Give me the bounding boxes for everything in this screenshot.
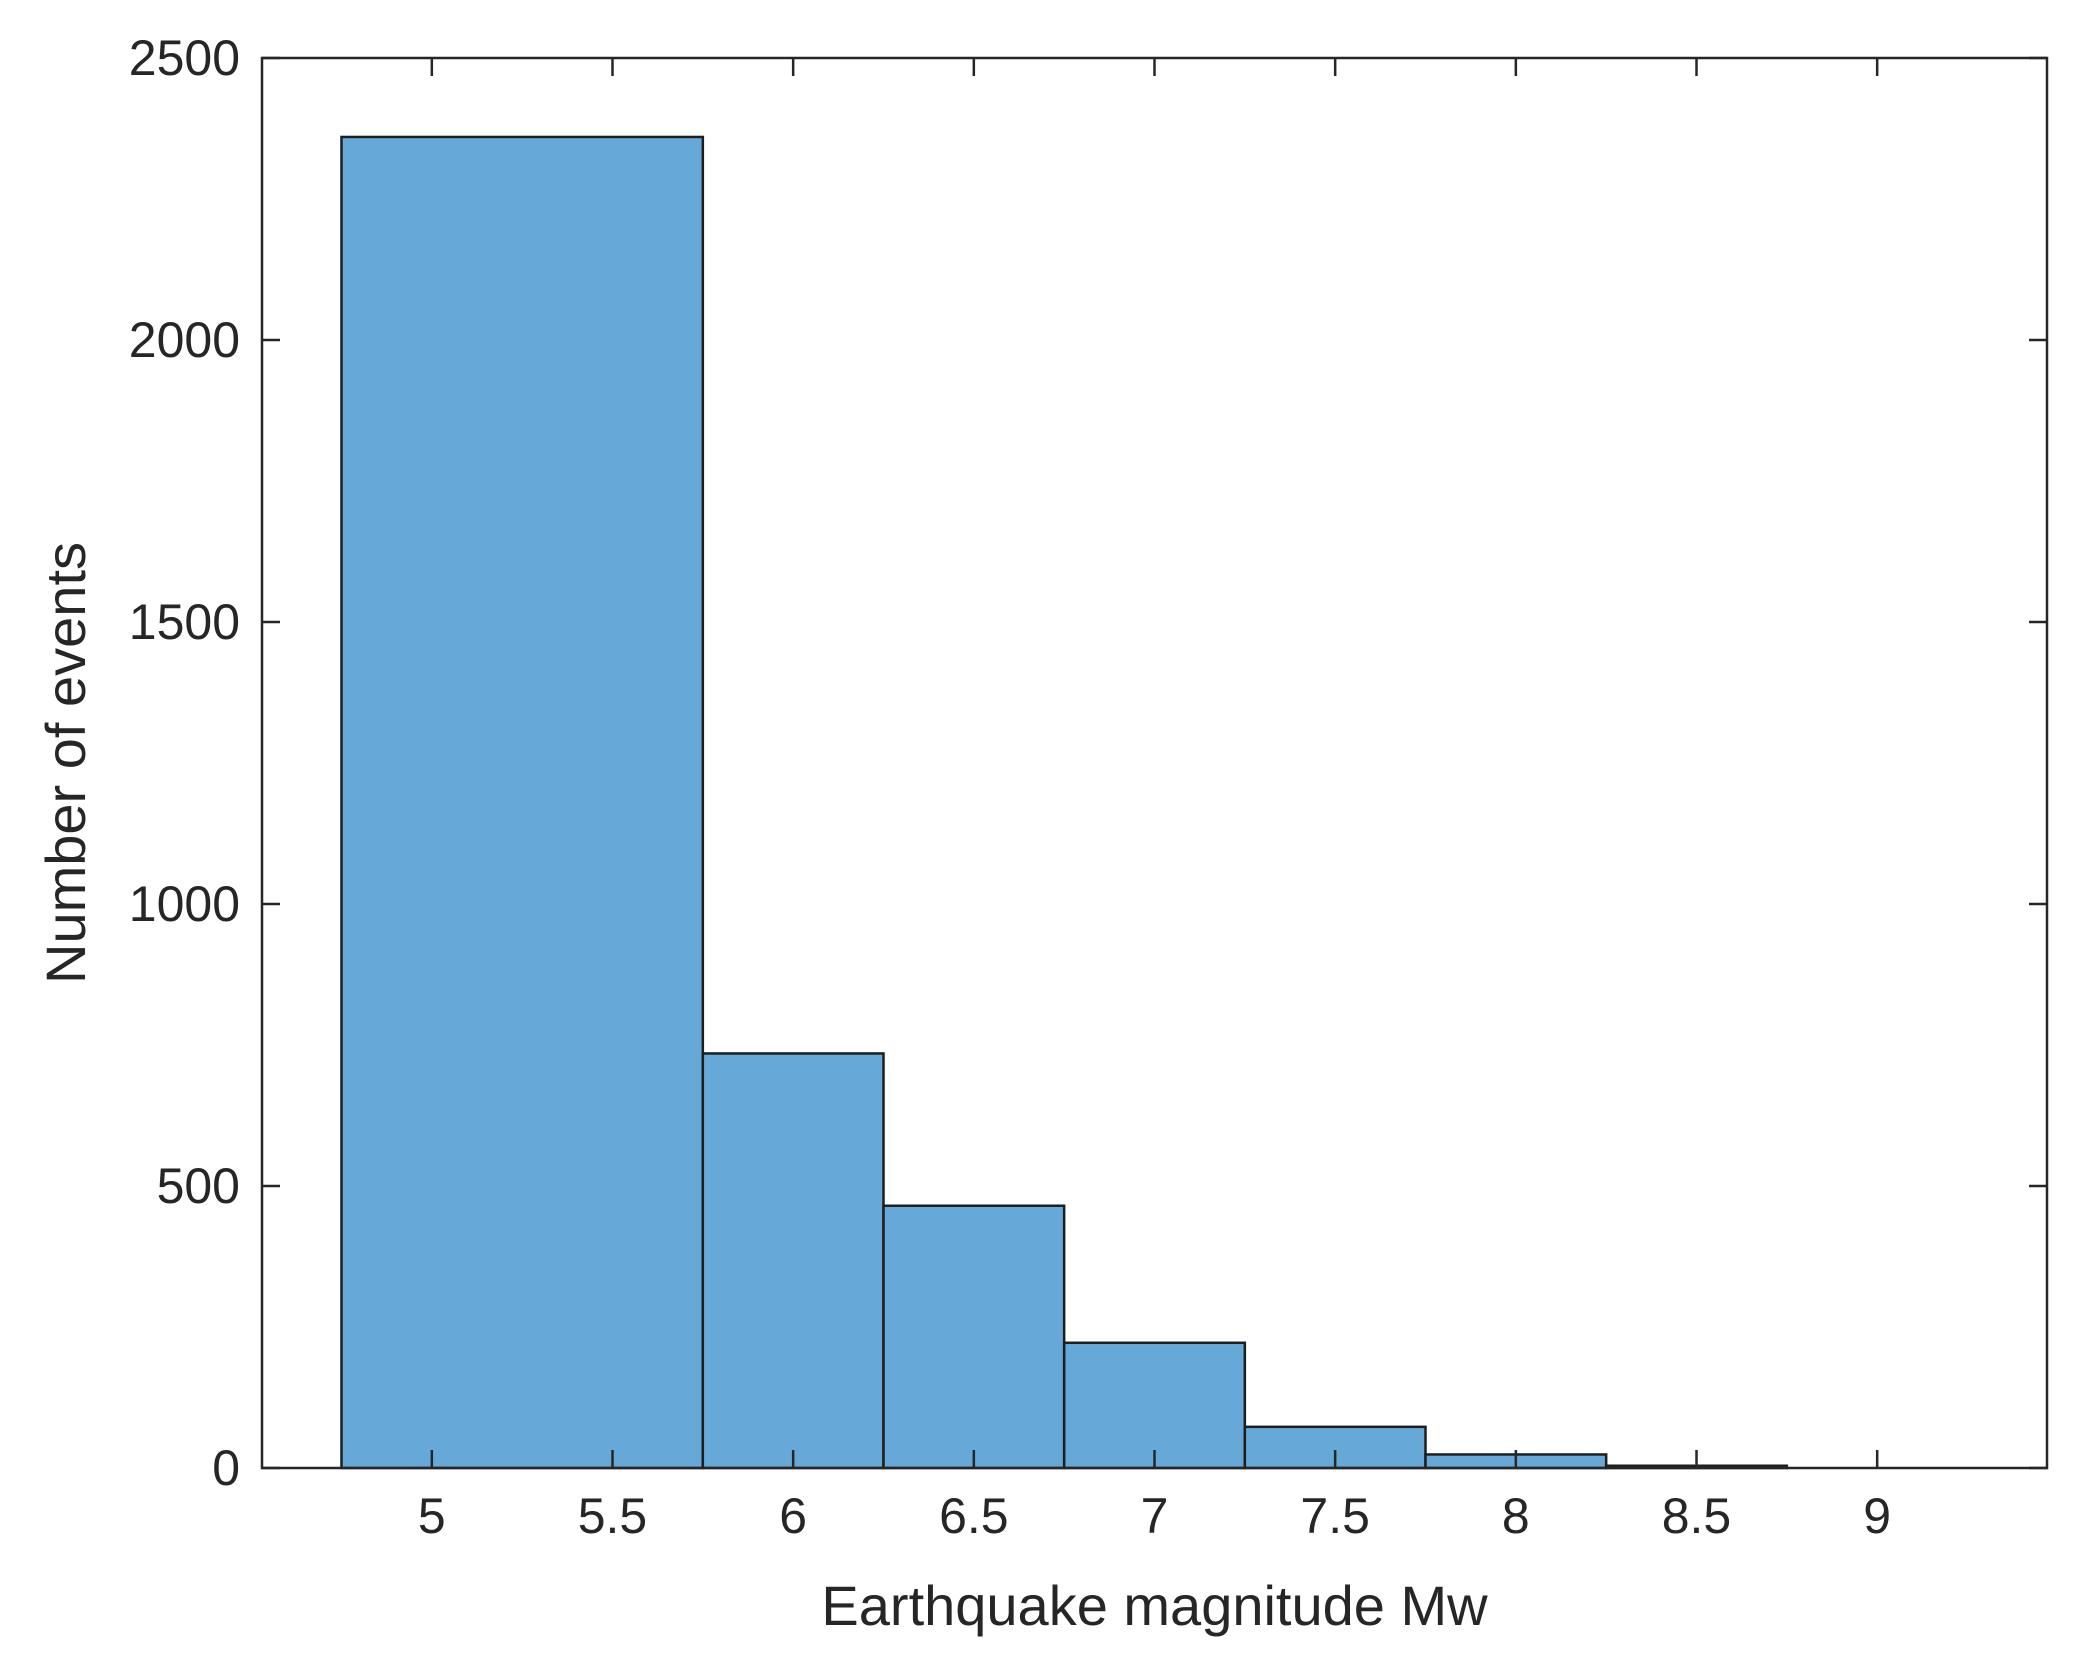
y-tick-label: 1500: [129, 594, 240, 650]
x-ticks-group: 5 5.5 6 6.5 7 7.5 8 8.5 9: [418, 58, 1891, 1544]
x-tick-label: 9: [1863, 1488, 1891, 1544]
x-tick-label: 7.5: [1300, 1488, 1370, 1544]
y-tick-label: 1000: [129, 876, 240, 932]
y-tick-label: 0: [212, 1440, 240, 1496]
histogram-bar: [340, 135, 705, 1470]
histogram-bar: [701, 1052, 885, 1470]
x-tick-label: 7: [1141, 1488, 1169, 1544]
x-tick-label: 5.5: [578, 1488, 648, 1544]
x-tick-label: 8.5: [1662, 1488, 1732, 1544]
histogram-bar: [1062, 1341, 1247, 1470]
x-tick-label: 6: [779, 1488, 807, 1544]
y-ticks-group: 0 500 1000 1500 2000 2500: [129, 30, 2047, 1496]
histogram-bar: [882, 1204, 1066, 1470]
y-tick-label: 2000: [129, 312, 240, 368]
x-tick-label: 8: [1502, 1488, 1530, 1544]
y-tick-label: 500: [157, 1158, 240, 1214]
y-axis-label: Number of events: [34, 542, 97, 984]
bars-group: [340, 135, 1789, 1470]
x-tick-label: 6.5: [939, 1488, 1009, 1544]
y-tick-label: 2500: [129, 30, 240, 86]
x-axis-label: Earthquake magnitude Mw: [821, 1574, 1488, 1637]
x-tick-label: 5: [418, 1488, 446, 1544]
